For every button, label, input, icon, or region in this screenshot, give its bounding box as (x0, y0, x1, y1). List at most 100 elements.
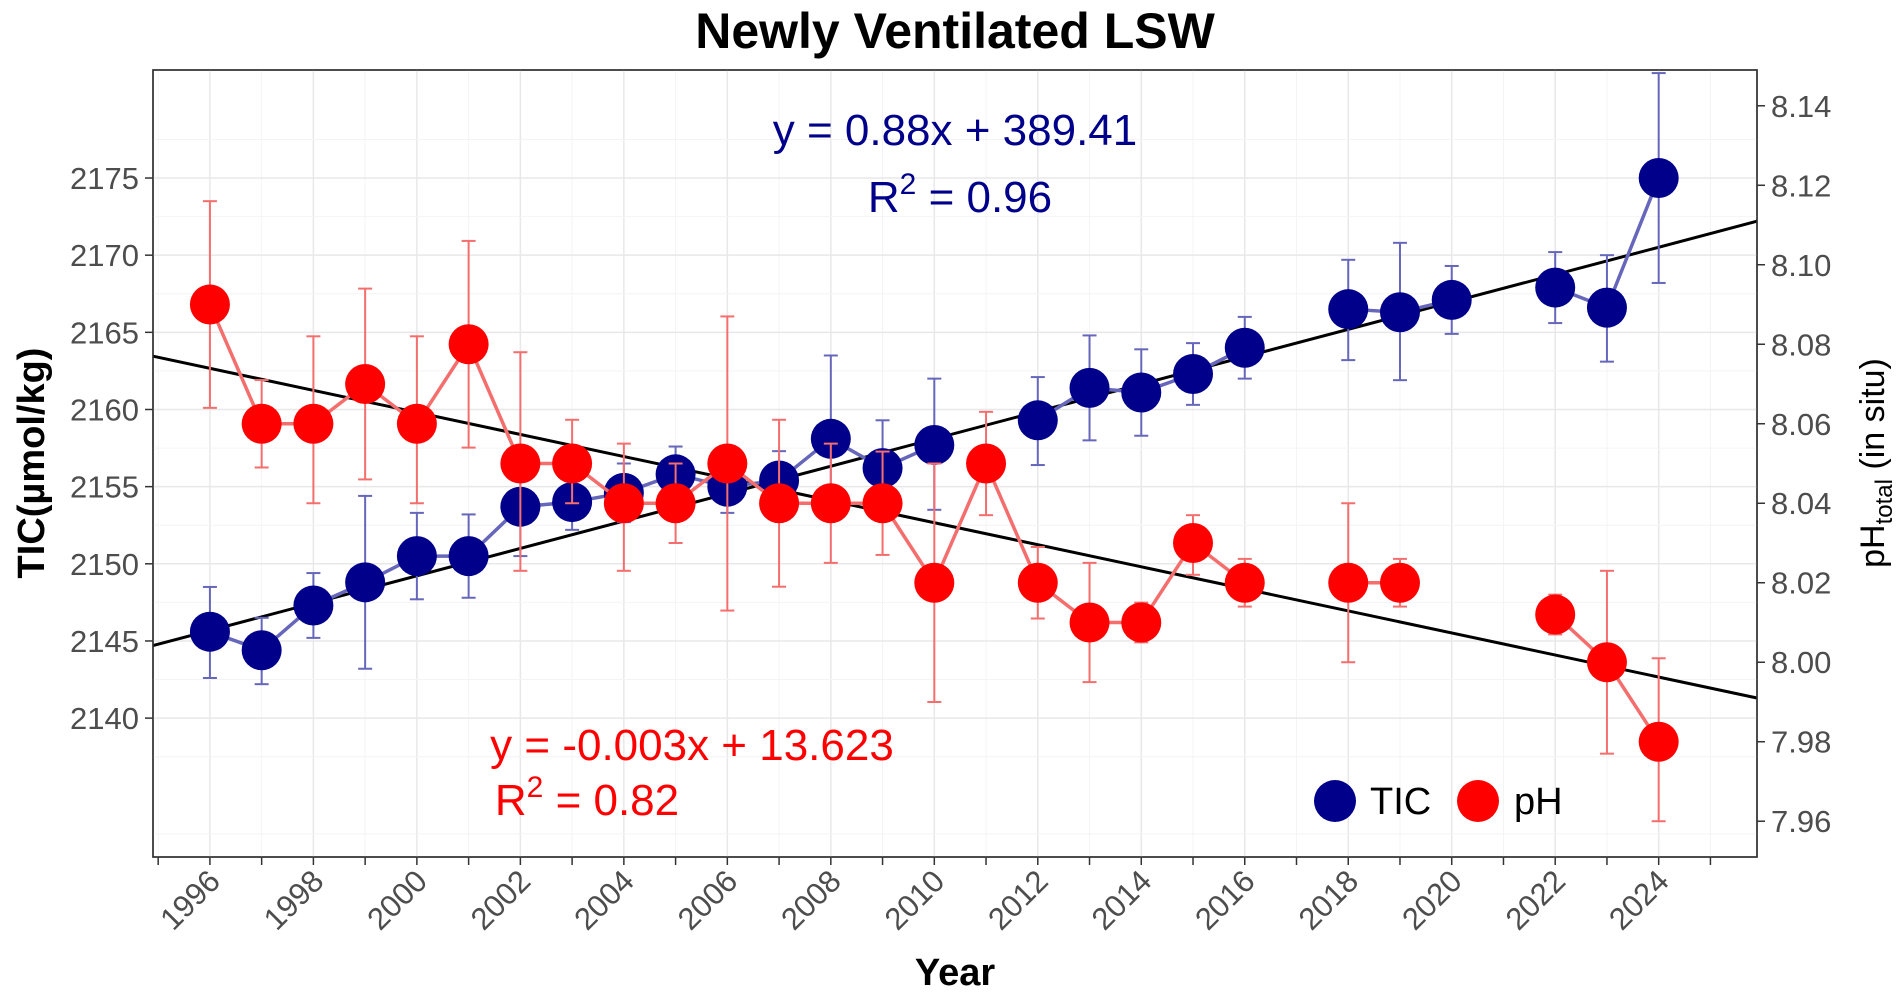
tic-point (810, 418, 851, 459)
tic-point (241, 630, 282, 671)
x-tick-label: 2020 (1395, 863, 1469, 937)
y2-axis-title-sub: total (1871, 479, 1898, 524)
tic-point (1431, 279, 1472, 320)
legend-key-tic (1314, 780, 1356, 822)
legend: TIC pH (1314, 780, 1563, 823)
y2-axis-title-suffix: (in situ) (1854, 358, 1892, 479)
ph-point (1638, 721, 1679, 762)
tic-equation: y = 0.88x + 389.41 (773, 106, 1138, 155)
ph-r2-value: = 0.82 (543, 776, 679, 825)
ph-r2-label: R (495, 776, 527, 825)
tic-point (448, 536, 489, 577)
chart-title: Newly Ventilated LSW (695, 3, 1215, 59)
tic-r2-sup: 2 (900, 168, 917, 201)
ph-r2-sup: 2 (527, 771, 544, 804)
tic-point (1535, 267, 1576, 308)
y-axis-title: TIC(µmol/kg) (11, 348, 53, 579)
x-tick-label: 2002 (464, 863, 538, 937)
ph-point (345, 364, 386, 405)
ph-point (448, 324, 489, 365)
y2-axis-title: pHtotal (in situ) (1854, 358, 1898, 568)
tic-point (293, 585, 334, 626)
y2-tick-label: 8.06 (1771, 407, 1831, 442)
y2-axis-title-main: pH (1854, 524, 1892, 567)
legend-key-ph (1457, 780, 1499, 822)
tic-point (1379, 292, 1420, 333)
y2-tick-label: 8.08 (1771, 327, 1831, 362)
tic-point (1586, 287, 1627, 328)
y-tick-label: 2140 (70, 701, 139, 736)
y-tick-label: 2145 (70, 624, 139, 659)
tic-point (1173, 353, 1214, 394)
y2-tick-label: 8.04 (1771, 486, 1831, 521)
x-tick-label: 2016 (1188, 863, 1262, 937)
y-tick-label: 2175 (70, 161, 139, 196)
ph-point (293, 403, 334, 444)
x-tick-label: 2010 (878, 863, 952, 937)
ph-point (396, 403, 437, 444)
plot-border (152, 69, 1758, 858)
ph-point (707, 443, 748, 484)
ph-point (552, 443, 593, 484)
ph-point (1379, 562, 1420, 603)
x-tick-label: 2024 (1602, 863, 1676, 937)
tic-point (1121, 372, 1162, 413)
y-tick-label: 2150 (70, 547, 139, 582)
ph-point (1535, 594, 1576, 635)
ph-point (1586, 642, 1627, 683)
y2-tick-label: 8.00 (1771, 645, 1831, 680)
ph-r2: R2 = 0.82 (495, 771, 679, 825)
legend-label-ph: pH (1514, 781, 1563, 823)
tic-point (914, 424, 955, 465)
ph-point (966, 443, 1007, 484)
plot-panel (152, 69, 1758, 858)
ph-point (189, 284, 230, 325)
y2-tick-label: 7.98 (1771, 725, 1831, 760)
tic-point (396, 536, 437, 577)
ph-point (1328, 562, 1369, 603)
ph-point (1173, 522, 1214, 563)
ph-point (655, 483, 696, 524)
x-tick-label: 2018 (1292, 863, 1366, 937)
ph-point (1224, 562, 1265, 603)
y2-tick-label: 8.10 (1771, 248, 1831, 283)
x-tick-label: 2012 (981, 863, 1055, 937)
x-tick-label: 2006 (671, 863, 745, 937)
x-tick-label: 1996 (153, 863, 227, 937)
ph-point (862, 483, 903, 524)
y-tick-label: 2170 (70, 238, 139, 273)
tic-r2-label: R (868, 173, 900, 222)
x-tick-label: 2004 (567, 863, 641, 937)
x-tick-label: 2014 (1085, 863, 1159, 937)
ph-equation: y = -0.003x + 13.623 (490, 721, 894, 770)
y2-tick-label: 8.14 (1771, 89, 1831, 124)
x-tick-label: 2000 (360, 863, 434, 937)
tic-point (1224, 327, 1265, 368)
ph-point (603, 483, 644, 524)
x-axis-title: Year (915, 952, 996, 994)
ph-point (914, 562, 955, 603)
tic-r2-value: = 0.96 (916, 173, 1052, 222)
y-tick-label: 2165 (70, 315, 139, 350)
ph-point (1017, 562, 1058, 603)
y2-tick-label: 8.02 (1771, 566, 1831, 601)
y2-tick-label: 8.12 (1771, 168, 1831, 203)
ph-point (759, 483, 800, 524)
ph-point (241, 403, 282, 444)
y2-tick-label: 7.96 (1771, 804, 1831, 839)
tic-point (189, 611, 230, 652)
tic-point (345, 562, 386, 603)
tic-point (1638, 158, 1679, 199)
tic-point (1017, 400, 1058, 441)
x-tick-label: 1998 (257, 863, 331, 937)
x-tick-label: 2008 (774, 863, 848, 937)
series (189, 72, 1679, 823)
tic-point (1328, 289, 1369, 330)
y-tick-label: 2155 (70, 470, 139, 505)
ph-point (500, 443, 541, 484)
legend-label-tic: TIC (1370, 781, 1431, 823)
y-tick-label: 2160 (70, 392, 139, 427)
tic-r2: R2 = 0.96 (868, 168, 1052, 222)
ph-point (1121, 602, 1162, 643)
